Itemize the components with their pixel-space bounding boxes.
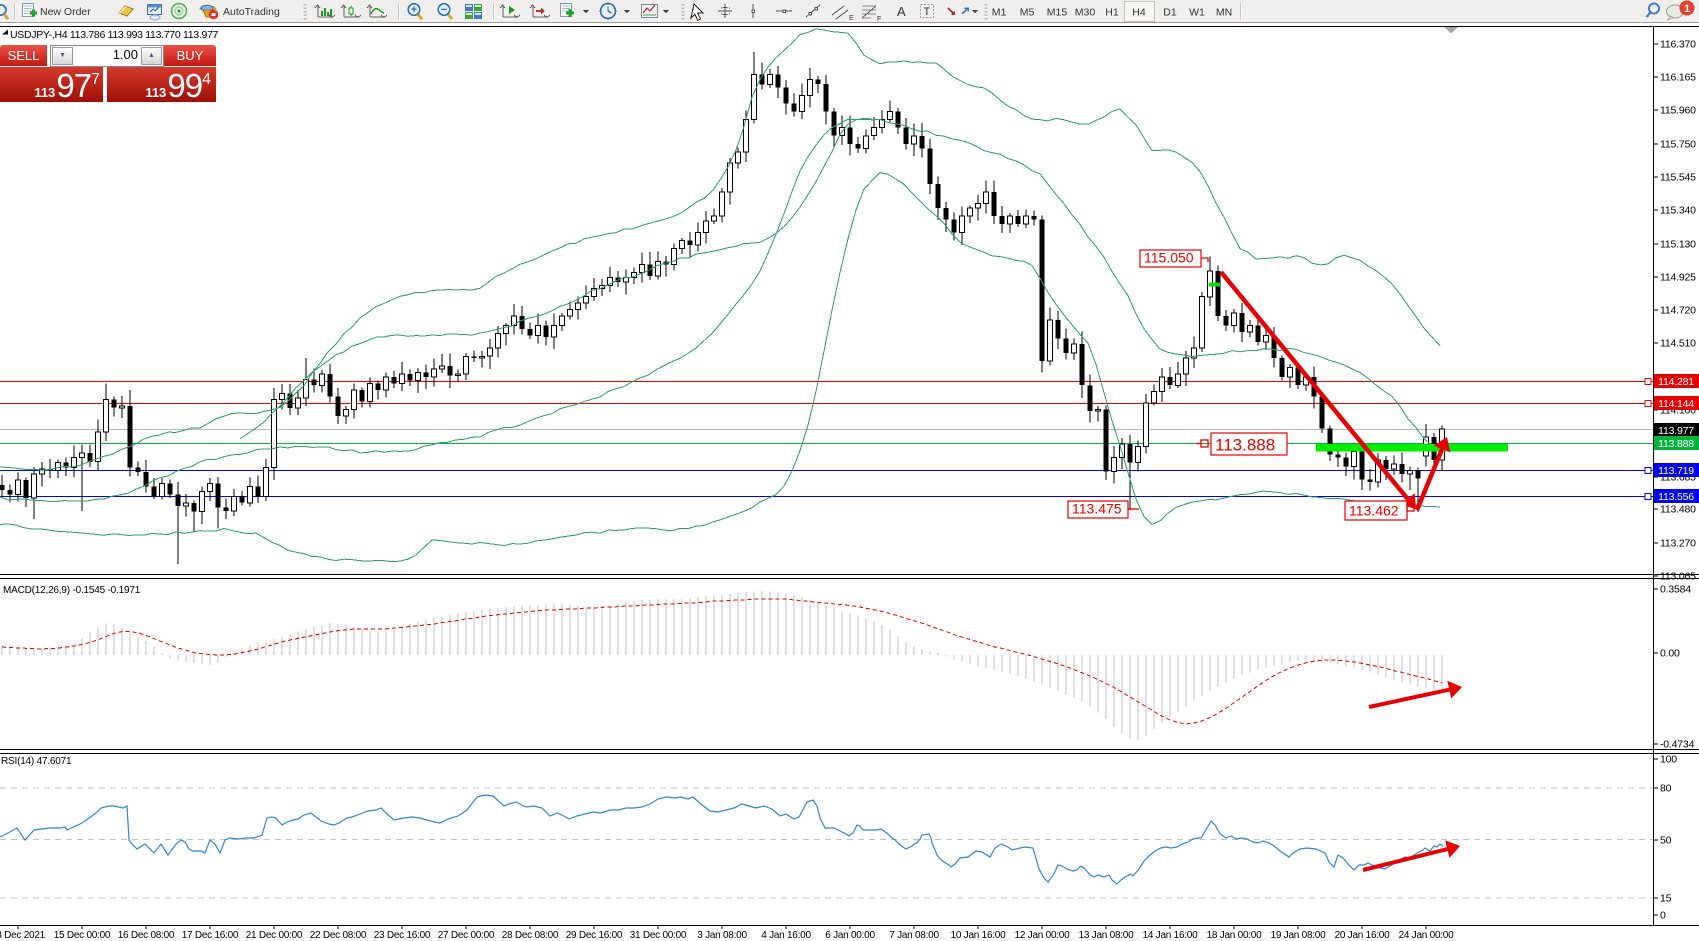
- svg-text:MACD(12,26,9) -0.1545 -0.1971: MACD(12,26,9) -0.1545 -0.1971: [3, 585, 141, 596]
- svg-text:-0.4734: -0.4734: [1660, 739, 1695, 751]
- svg-text:21 Dec 00:00: 21 Dec 00:00: [246, 930, 303, 941]
- svg-text:USDJPY-,H4 113.786 113.993 11: USDJPY-,H4 113.786 113.993 113.770 113.9…: [10, 29, 219, 41]
- svg-text:A: A: [897, 4, 906, 19]
- svg-text:14 Jan 16:00: 14 Jan 16:00: [1143, 930, 1199, 941]
- svg-text:113.270: 113.270: [1660, 538, 1696, 550]
- svg-text:6 Jan 00:00: 6 Jan 00:00: [825, 930, 875, 941]
- svg-text:115.340: 115.340: [1660, 205, 1696, 217]
- svg-text:16 Dec 08:00: 16 Dec 08:00: [118, 930, 175, 941]
- svg-text:H1: H1: [1105, 7, 1119, 19]
- svg-text:15 Dec 00:00: 15 Dec 00:00: [54, 930, 111, 941]
- svg-text:115.750: 115.750: [1660, 139, 1696, 151]
- svg-text:24 Jan 00:00: 24 Jan 00:00: [1399, 930, 1455, 941]
- svg-text:AutoTrading: AutoTrading: [223, 6, 280, 18]
- svg-text:114.925: 114.925: [1660, 272, 1696, 284]
- svg-text:113.556: 113.556: [1658, 491, 1694, 503]
- svg-text:113.977: 113.977: [1658, 425, 1694, 437]
- svg-text:100: 100: [1660, 754, 1677, 766]
- svg-text:29 Dec 16:00: 29 Dec 16:00: [566, 930, 623, 941]
- svg-text:+: +: [411, 4, 417, 16]
- svg-text:115.960: 115.960: [1660, 105, 1696, 117]
- svg-text:M15: M15: [1047, 7, 1068, 19]
- svg-text:F: F: [877, 16, 881, 23]
- svg-text:W1: W1: [1189, 7, 1205, 19]
- svg-text:113.888: 113.888: [1658, 438, 1694, 450]
- svg-text:4 Jan 16:00: 4 Jan 16:00: [761, 930, 811, 941]
- svg-text:M1: M1: [992, 7, 1007, 19]
- svg-text:T: T: [924, 6, 931, 18]
- svg-text:17 Dec 16:00: 17 Dec 16:00: [182, 930, 239, 941]
- svg-text:113.462: 113.462: [1349, 503, 1399, 519]
- svg-text:28 Dec 08:00: 28 Dec 08:00: [502, 930, 559, 941]
- svg-text:20 Jan 16:00: 20 Jan 16:00: [1335, 930, 1391, 941]
- svg-text:50: 50: [1660, 835, 1672, 847]
- svg-text:15: 15: [1660, 893, 1672, 905]
- svg-text:22 Dec 08:00: 22 Dec 08:00: [310, 930, 367, 941]
- svg-text:115.050: 115.050: [1144, 250, 1194, 266]
- svg-text:1: 1: [1684, 3, 1690, 15]
- svg-text:80: 80: [1660, 783, 1672, 795]
- svg-text:115.130: 115.130: [1660, 239, 1696, 251]
- svg-text:113.475: 113.475: [1072, 501, 1122, 517]
- svg-text:114.510: 114.510: [1660, 338, 1696, 350]
- svg-text:113.719: 113.719: [1658, 465, 1694, 477]
- svg-text:MN: MN: [1216, 7, 1232, 19]
- svg-text:RSI(14) 47.6071: RSI(14) 47.6071: [1, 756, 72, 767]
- svg-text:3 Jan 08:00: 3 Jan 08:00: [697, 930, 747, 941]
- svg-text:−: −: [441, 4, 447, 16]
- svg-text:23 Dec 16:00: 23 Dec 16:00: [374, 930, 431, 941]
- svg-text:113.065: 113.065: [1660, 571, 1696, 583]
- svg-text:10 Jan 16:00: 10 Jan 16:00: [951, 930, 1007, 941]
- svg-text:114.281: 114.281: [1658, 376, 1694, 388]
- svg-text:19 Jan 08:00: 19 Jan 08:00: [1271, 930, 1327, 941]
- svg-text:7 Jan 08:00: 7 Jan 08:00: [889, 930, 939, 941]
- svg-text:115.545: 115.545: [1660, 172, 1696, 184]
- svg-text:113.888: 113.888: [1215, 436, 1275, 455]
- svg-text:New Order: New Order: [40, 6, 91, 18]
- svg-text:0.00: 0.00: [1660, 648, 1680, 660]
- svg-text:18 Jan 00:00: 18 Jan 00:00: [1207, 930, 1263, 941]
- svg-text:13 Dec 2021: 13 Dec 2021: [0, 930, 46, 941]
- svg-text:M5: M5: [1020, 7, 1035, 19]
- svg-text:12 Jan 00:00: 12 Jan 00:00: [1015, 930, 1071, 941]
- svg-text:D1: D1: [1163, 7, 1177, 19]
- svg-text:113.480: 113.480: [1660, 504, 1696, 516]
- svg-text:114.144: 114.144: [1658, 398, 1694, 410]
- svg-text:31 Dec 00:00: 31 Dec 00:00: [630, 930, 687, 941]
- svg-text:27 Dec 00:00: 27 Dec 00:00: [438, 930, 495, 941]
- svg-text:E: E: [849, 15, 854, 22]
- svg-text:0: 0: [1660, 910, 1666, 922]
- svg-text:H4: H4: [1132, 7, 1146, 19]
- svg-text:116.165: 116.165: [1660, 72, 1696, 84]
- svg-text:114.720: 114.720: [1660, 305, 1696, 317]
- svg-text:M30: M30: [1075, 7, 1096, 19]
- svg-text:116.370: 116.370: [1660, 39, 1696, 51]
- svg-text:0.3584: 0.3584: [1660, 584, 1691, 596]
- svg-text:13 Jan 08:00: 13 Jan 08:00: [1079, 930, 1135, 941]
